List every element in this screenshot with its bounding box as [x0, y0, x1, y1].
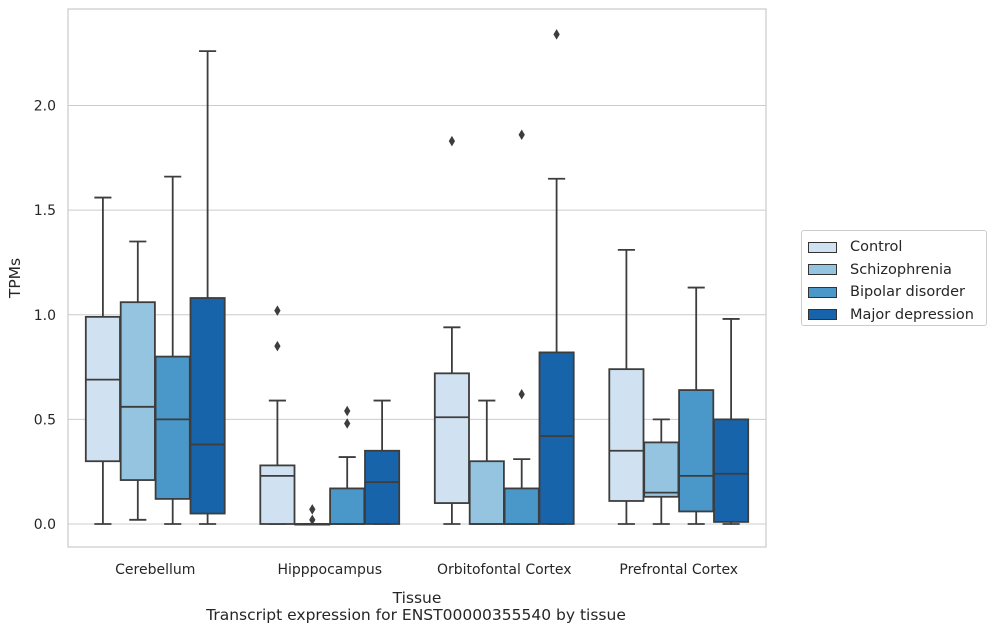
- box-control: [84, 196, 121, 525]
- box-major-depression: [713, 318, 750, 525]
- box-iqr: [154, 355, 191, 500]
- box-major-depression: [189, 50, 226, 525]
- outlier-marker: [448, 135, 456, 147]
- box-iqr: [678, 389, 715, 513]
- box-iqr: [538, 351, 575, 525]
- legend: Control Schizophrenia Bipolar disorder Majo…: [801, 230, 987, 326]
- box-iqr: [643, 441, 680, 498]
- outlier-marker: [553, 29, 560, 40]
- outlier-marker: [344, 405, 351, 417]
- outlier-marker: [518, 129, 525, 141]
- legend-item: Major depression: [808, 304, 986, 327]
- box-iqr: [608, 368, 645, 502]
- box-major-depression: [364, 399, 401, 525]
- x-tick-label: Hipppocampus: [277, 562, 382, 578]
- box-schizophrenia: [643, 418, 680, 525]
- box-iqr: [503, 487, 540, 525]
- box-iqr: [364, 449, 401, 525]
- legend-item: Bipolar disorder: [808, 281, 986, 304]
- legend-label: Bipolar disorder: [850, 284, 965, 301]
- legend-item: Schizophrenia: [808, 259, 986, 282]
- outlier-marker: [309, 514, 316, 526]
- y-axis-label: TPMs: [6, 257, 24, 299]
- y-tick-label: 0.0: [34, 517, 56, 533]
- box-schizophrenia: [119, 240, 156, 521]
- box-iqr: [468, 460, 505, 525]
- box-control: [608, 248, 645, 525]
- box-iqr: [189, 297, 226, 515]
- box-iqr: [84, 315, 121, 463]
- box-major-depression: [538, 29, 575, 525]
- legend-label: Schizophrenia: [850, 261, 952, 278]
- legend-label: Control: [850, 239, 903, 256]
- box-bipolar-disorder: [678, 286, 715, 525]
- legend-swatch: [808, 241, 837, 253]
- legend-swatch: [808, 309, 837, 321]
- y-tick-label: 2.0: [34, 99, 56, 115]
- y-tick-labels: 0.0 0.5 1.0 1.5 2.0: [34, 99, 56, 534]
- outlier-marker: [274, 340, 281, 352]
- x-tick-labels: Cerebellum Hipppocampus Orbitofontal Corte…: [115, 562, 738, 578]
- box-iqr: [433, 372, 470, 504]
- x-axis-label: Tissue: [392, 589, 442, 607]
- box-bipolar-disorder: [503, 129, 540, 525]
- chart-caption: Transcript expression for ENST0000035554…: [206, 606, 626, 624]
- y-tick-label: 1.0: [34, 308, 56, 324]
- x-tick-label: Cerebellum: [115, 562, 195, 578]
- boxes: [84, 29, 750, 526]
- box-iqr: [259, 464, 296, 525]
- box-schizophrenia: [294, 504, 331, 526]
- legend-label: Major depression: [850, 306, 974, 323]
- box-iqr: [713, 418, 750, 523]
- outlier-marker: [344, 418, 351, 429]
- box-iqr: [329, 487, 366, 525]
- box-schizophrenia: [468, 399, 505, 525]
- outlier-marker: [274, 305, 281, 316]
- box-control: [433, 135, 470, 525]
- box-control: [259, 305, 296, 525]
- box-bipolar-disorder: [329, 405, 366, 525]
- x-tick-label: Prefrontal Cortex: [619, 562, 738, 578]
- box-iqr: [119, 301, 156, 481]
- y-tick-label: 1.5: [34, 203, 56, 219]
- legend-item: Control: [808, 236, 986, 259]
- y-tick-label: 0.5: [34, 412, 56, 428]
- legend-swatch: [808, 264, 837, 276]
- x-tick-label: Orbitofontal Cortex: [437, 562, 572, 578]
- outlier-marker: [309, 504, 316, 515]
- outlier-marker: [518, 389, 525, 400]
- legend-swatch: [808, 286, 837, 298]
